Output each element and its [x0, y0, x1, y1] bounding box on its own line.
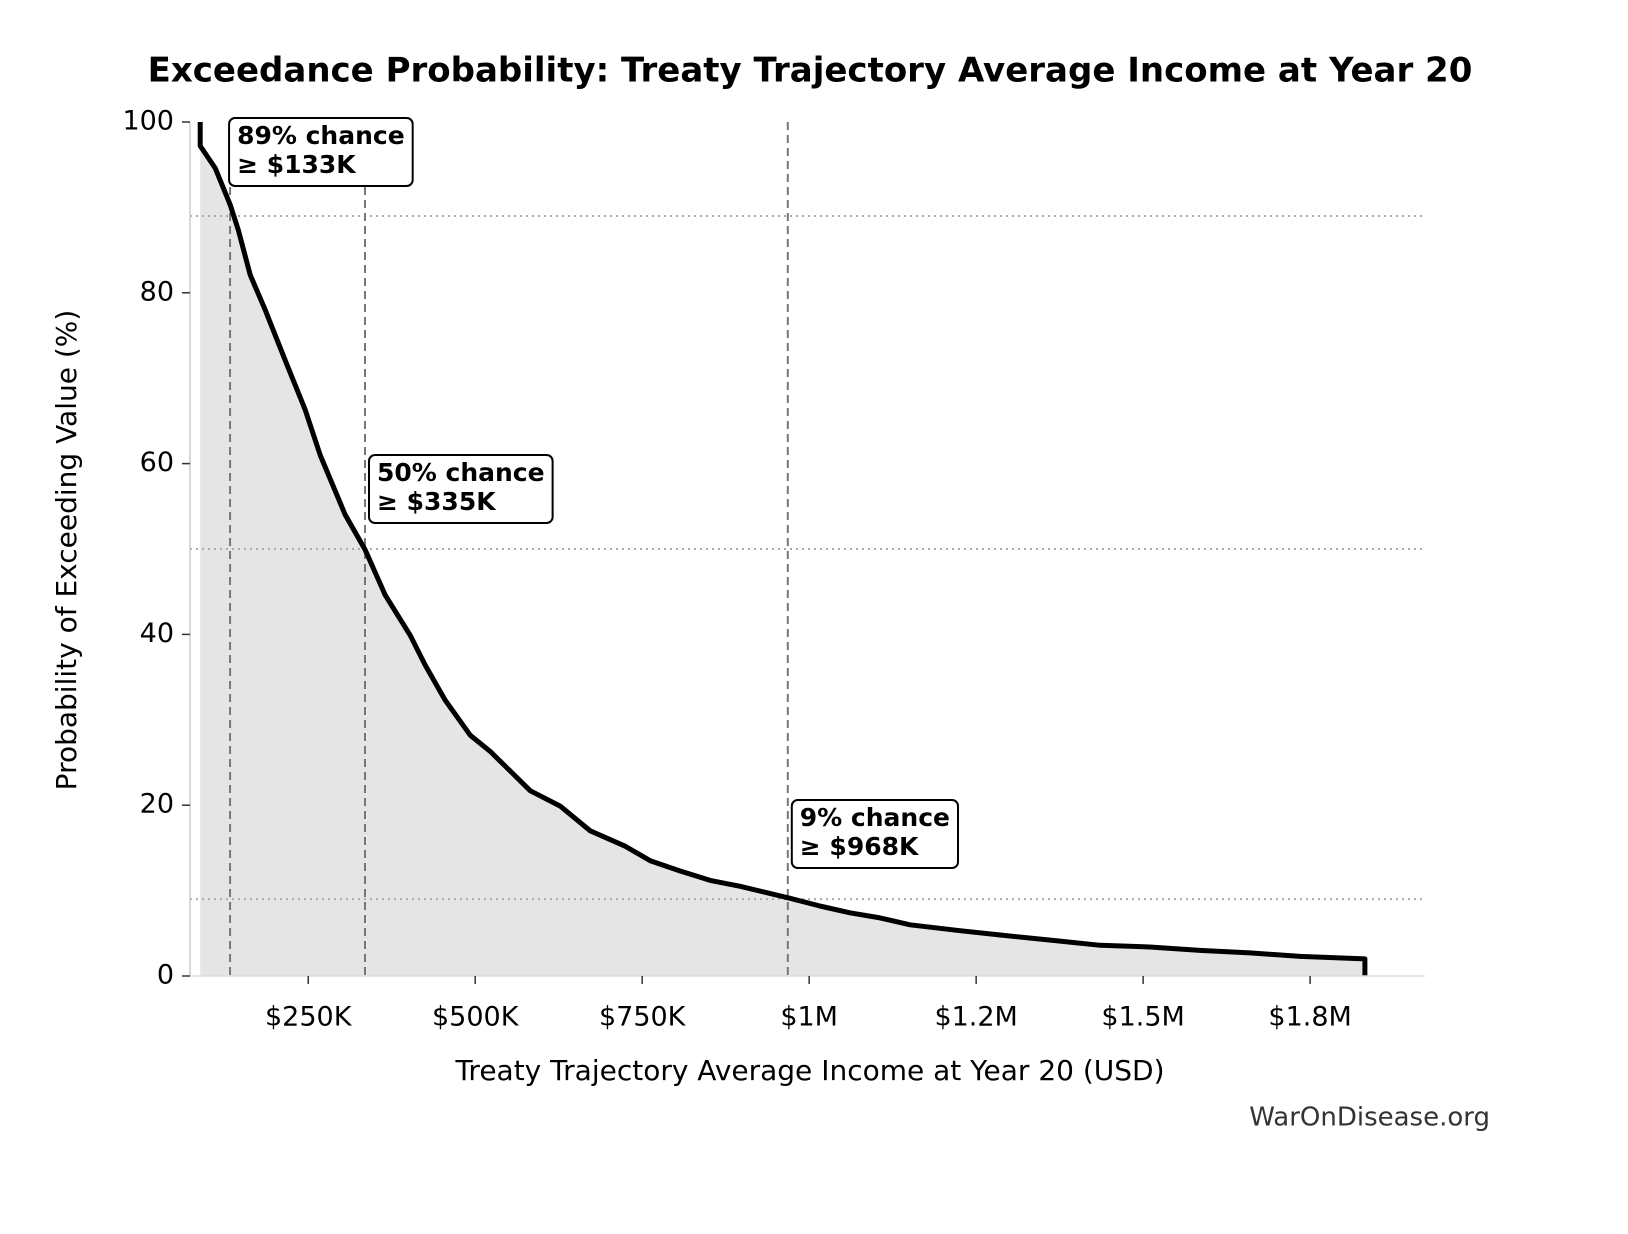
- y-tick-label: 100: [122, 106, 174, 137]
- y-tick-label: 80: [140, 276, 174, 307]
- x-tick-label: $750K: [599, 1002, 687, 1033]
- x-axis-label: Treaty Trajectory Average Income at Year…: [454, 1054, 1164, 1087]
- x-tick-label: $1.2M: [934, 1002, 1017, 1033]
- annotation-text: 9% chance: [800, 803, 950, 832]
- annotation: 50% chance≥ $335K: [367, 454, 554, 524]
- annotation: 89% chance≥ $133K: [228, 117, 414, 187]
- annotation-box: [228, 117, 414, 187]
- x-tick-label: $1M: [780, 1002, 838, 1033]
- annotation-text: ≥ $335K: [377, 487, 497, 516]
- y-tick-label: 0: [157, 960, 174, 991]
- annotation: 9% chance≥ $968K: [790, 799, 960, 869]
- x-tick-label: $250K: [265, 1002, 353, 1033]
- annotation-text: 50% chance: [377, 458, 545, 487]
- x-tick-label: $1.5M: [1101, 1002, 1184, 1033]
- annotation-text: ≥ $968K: [800, 832, 920, 861]
- watermark: WarOnDisease.org: [1249, 1103, 1490, 1133]
- y-tick-label: 20: [140, 789, 174, 820]
- annotation-text: 89% chance: [237, 121, 405, 150]
- x-tick-label: $500K: [432, 1002, 520, 1033]
- line: [197, 122, 1368, 976]
- y-tick-label: 60: [140, 447, 174, 478]
- area: [200, 122, 1365, 976]
- annotation-box: [790, 799, 960, 869]
- y-tick-label: 40: [140, 618, 174, 649]
- x-tick-label: $1.8M: [1268, 1002, 1351, 1033]
- y-axis-label: Probability of Exceeding Value (%): [50, 310, 83, 791]
- chart-title: Exceedance Probability: Treaty Trajector…: [148, 51, 1473, 91]
- annotation-text: ≥ $133K: [237, 150, 357, 179]
- annotation-box: [367, 454, 554, 524]
